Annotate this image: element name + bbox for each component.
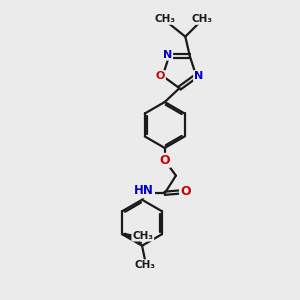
Text: O: O xyxy=(159,154,170,167)
Text: N: N xyxy=(194,71,203,81)
Text: O: O xyxy=(156,71,165,81)
Text: CH₃: CH₃ xyxy=(134,260,155,270)
Text: N: N xyxy=(163,50,172,60)
Text: CH₃: CH₃ xyxy=(132,231,153,241)
Text: O: O xyxy=(180,185,190,198)
Text: CH₃: CH₃ xyxy=(154,14,175,24)
Text: HN: HN xyxy=(134,184,154,197)
Text: CH₃: CH₃ xyxy=(192,14,213,24)
